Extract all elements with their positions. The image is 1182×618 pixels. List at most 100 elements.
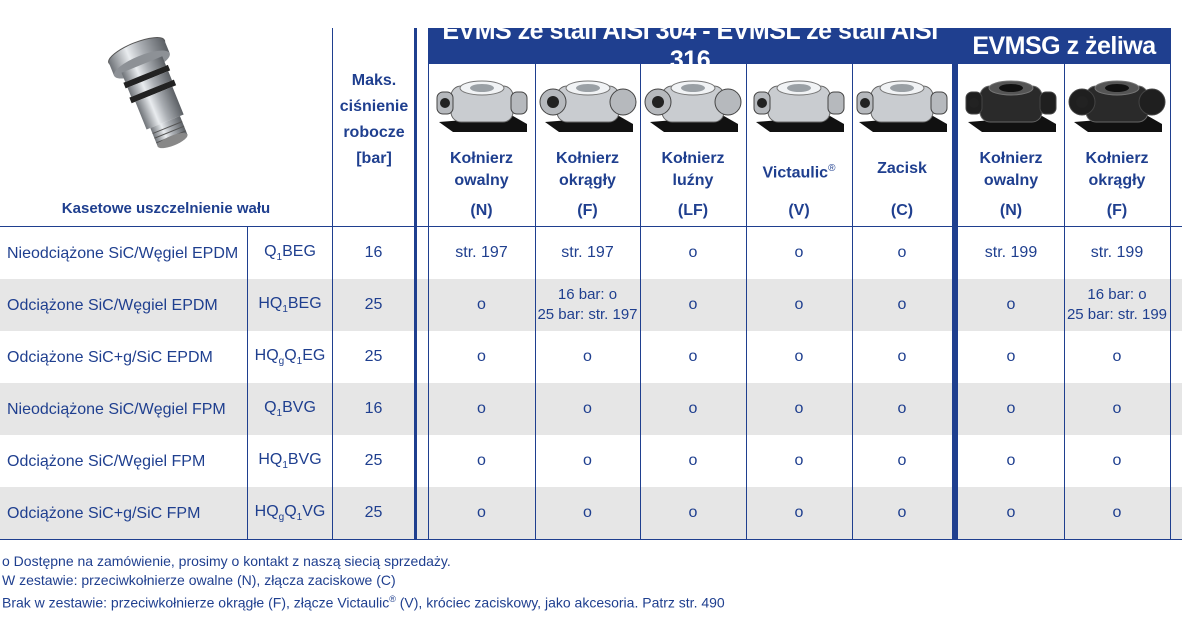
availability-cell: o	[1064, 383, 1170, 435]
availability-text: o	[794, 504, 804, 521]
availability-text: o	[1006, 400, 1016, 417]
group-header-steel: EVMS ze stali AISI 304 - EVMSL ze stali …	[428, 17, 952, 74]
group-title-iron: EVMSG z żeliwa	[972, 31, 1156, 60]
seal-code: HQ1BEG	[258, 294, 322, 316]
availability-text: o	[897, 504, 907, 521]
column-label: Kołnierz okrągły	[535, 148, 640, 192]
availability-text: str. 197	[561, 244, 614, 261]
availability-text: 25 bar: str. 199	[1066, 306, 1168, 323]
bottom-rule	[0, 539, 1182, 540]
availability-text: o	[688, 296, 698, 313]
availability-text: o	[897, 244, 907, 261]
seal-name: Odciążone SiC+g/SiC FPM	[7, 504, 201, 522]
availability-text: o	[897, 296, 907, 313]
availability-cell: o	[428, 383, 535, 435]
availability-cell: o	[535, 331, 640, 383]
availability-cell: o	[852, 227, 952, 279]
availability-cell: o	[958, 279, 1064, 331]
availability-text: o	[1112, 504, 1122, 521]
availability-cell: o	[958, 487, 1064, 539]
column-label: Kołnierz owalny	[958, 148, 1064, 192]
column-label-line: Kołnierz	[979, 150, 1043, 167]
seal-name: Nieodciążone SiC/Węgiel FPM	[7, 400, 226, 418]
availability-text: o	[688, 452, 698, 469]
pressure-header: Maks. ciśnienie robocze [bar]	[334, 68, 414, 172]
loose-flange-pump-icon	[644, 72, 742, 138]
availability-text: o	[583, 504, 592, 521]
availability-cell: o	[640, 279, 746, 331]
availability-cell: o	[1064, 435, 1170, 487]
availability-cell: o	[428, 331, 535, 383]
availability-text: o	[477, 452, 486, 469]
availability-text: o	[897, 348, 907, 365]
seal-code: Q1BVG	[264, 398, 316, 420]
availability-text: o	[1006, 504, 1016, 521]
availability-text: o	[688, 504, 698, 521]
column-label-line: Kołnierz	[449, 150, 514, 167]
oval-flange-pump-icon	[433, 72, 531, 138]
pressure-value: 25	[364, 296, 383, 313]
availability-cell: o	[1064, 487, 1170, 539]
availability-cell: o	[428, 279, 535, 331]
group-header-iron: EVMSG z żeliwa	[958, 28, 1170, 64]
column-code: (N)	[470, 202, 493, 219]
availability-cell: o	[852, 279, 952, 331]
col-divider	[332, 28, 333, 539]
footnote: Brak w zestawie: przeciwkołnierze okrągł…	[2, 590, 1172, 613]
column-code: (LF)	[677, 202, 709, 219]
column-label-line: okrągły	[1088, 172, 1146, 189]
availability-text: o	[688, 244, 698, 261]
registered-mark: ®	[389, 594, 396, 604]
footnote: W zestawie: przeciwkołnierze owalne (N),…	[2, 572, 396, 588]
pressure-header-line: robocze	[343, 124, 405, 141]
availability-text: o	[1006, 296, 1016, 313]
availability-cell: o	[428, 435, 535, 487]
seal-code: HQgQ1EG	[254, 346, 326, 368]
pressure-value: 16	[364, 400, 383, 417]
pressure-header-line: ciśnienie	[339, 98, 409, 115]
availability-cell: o	[428, 487, 535, 539]
column-label-line: Victaulic®	[762, 163, 836, 182]
availability-cell: str. 197	[428, 227, 535, 279]
column-label-line: Zacisk	[877, 160, 927, 177]
availability-cell: o	[958, 435, 1064, 487]
availability-cell: o	[640, 383, 746, 435]
availability-cell: o	[852, 435, 952, 487]
column-label-line: okrągły	[559, 172, 616, 189]
availability-cell: str. 199	[1064, 227, 1170, 279]
availability-text: 25 bar: str. 197	[537, 306, 638, 323]
availability-text: o	[688, 348, 698, 365]
header-rule	[0, 226, 1182, 227]
availability-text: o	[583, 348, 592, 365]
availability-text: o	[794, 296, 804, 313]
availability-cell: o	[640, 331, 746, 383]
availability-text: 16 bar: o	[557, 286, 618, 303]
col-divider	[852, 64, 853, 539]
column-code: (N)	[999, 202, 1023, 219]
availability-text: o	[477, 296, 486, 313]
pressure-header-line: [bar]	[356, 150, 392, 167]
round-flange-pump-icon	[539, 72, 637, 138]
seal-code: HQ1BVG	[258, 450, 322, 472]
availability-text: str. 197	[455, 244, 508, 261]
seal-name: Odciążone SiC+g/SiC EPDM	[7, 348, 213, 366]
availability-text: str. 199	[1090, 244, 1144, 261]
column-header: Victaulic® (V)	[746, 64, 852, 226]
availability-cell: str. 199	[958, 227, 1064, 279]
seal-name: Nieodciążone SiC/Węgiel EPDM	[7, 244, 239, 262]
availability-cell: str. 197	[535, 227, 640, 279]
col-divider-thick	[414, 28, 417, 539]
availability-cell: o	[958, 331, 1064, 383]
col-divider	[247, 227, 248, 539]
availability-text: o	[688, 400, 698, 417]
column-header: Kołnierz owalny (N)	[428, 64, 535, 226]
availability-text: o	[794, 348, 804, 365]
availability-text: o	[897, 400, 907, 417]
availability-cell: o	[746, 383, 852, 435]
availability-text: o	[477, 400, 486, 417]
availability-text: o	[583, 452, 592, 469]
cast-iron-round-flange-pump-icon	[1068, 72, 1166, 138]
availability-text: o	[1006, 348, 1016, 365]
availability-cell: o	[640, 487, 746, 539]
pressure-value: 16	[364, 244, 383, 261]
